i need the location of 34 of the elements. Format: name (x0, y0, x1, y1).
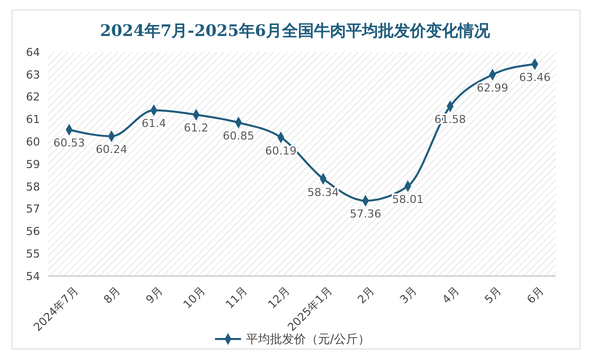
data-label: 58.34 (307, 186, 339, 199)
x-tick-label: 5月 (482, 284, 504, 306)
data-label: 60.53 (53, 136, 85, 150)
x-tick-label: 10月 (180, 284, 208, 312)
y-tick-label: 54 (26, 270, 40, 283)
x-tick-label: 3月 (397, 284, 420, 306)
data-label: 60.85 (222, 130, 254, 143)
x-tick-label: 12月 (266, 284, 292, 312)
x-tick-label: 11月 (223, 284, 250, 312)
data-label: 60.19 (265, 144, 297, 158)
y-tick-label: 56 (26, 225, 40, 238)
x-tick-label: 4月 (440, 284, 462, 306)
data-label: 58.01 (392, 193, 424, 206)
y-tick-label: 62 (26, 90, 40, 104)
chart-title: 2024年7月-2025年6月全国牛肉平均批发价变化情况 (100, 21, 491, 40)
x-tick-label: 2月 (355, 284, 378, 306)
data-label: 60.24 (96, 143, 128, 156)
data-label: 61.2 (184, 122, 208, 135)
y-tick-label: 61 (26, 113, 40, 126)
y-tick-label: 63 (26, 68, 40, 82)
legend-label: 平均批发价（元/公斤） (246, 332, 370, 346)
y-tick-label: 58 (26, 180, 40, 194)
y-tick-label: 64 (26, 46, 40, 59)
x-tick-label: 9月 (143, 284, 166, 306)
x-tick-label: 6月 (524, 284, 546, 306)
y-tick-label: 57 (26, 202, 40, 216)
x-tick-label: 8月 (101, 284, 124, 306)
data-label: 63.46 (519, 71, 551, 84)
data-label: 62.99 (476, 82, 508, 95)
y-tick-label: 55 (26, 247, 40, 260)
y-tick-label: 59 (26, 158, 40, 171)
data-label: 61.4 (142, 117, 166, 130)
y-tick-label: 60 (26, 135, 40, 148)
data-label: 57.36 (350, 208, 382, 221)
